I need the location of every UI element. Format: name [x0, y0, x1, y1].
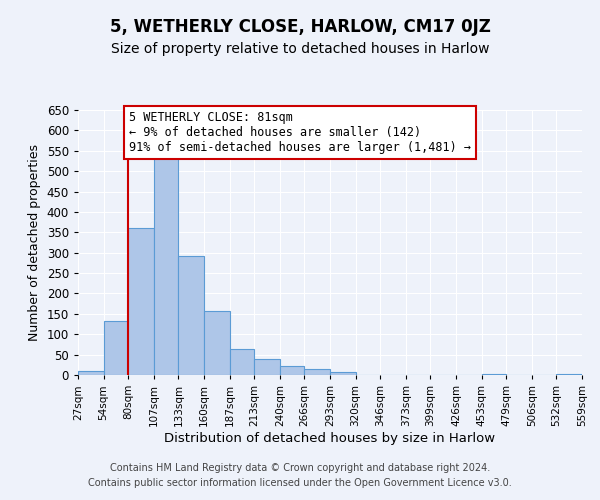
- Text: Contains HM Land Registry data © Crown copyright and database right 2024.
Contai: Contains HM Land Registry data © Crown c…: [88, 462, 512, 487]
- Bar: [78, 371, 104, 375]
- Text: Size of property relative to detached houses in Harlow: Size of property relative to detached ho…: [111, 42, 489, 56]
- Bar: [204, 310, 230, 375]
- Text: 5, WETHERLY CLOSE, HARLOW, CM17 0JZ: 5, WETHERLY CLOSE, HARLOW, CM17 0JZ: [110, 18, 490, 36]
- Bar: [128, 228, 154, 375]
- Bar: [178, 256, 204, 375]
- Bar: [254, 358, 280, 375]
- Bar: [330, 372, 356, 375]
- Bar: [154, 157, 178, 375]
- X-axis label: Distribution of detached houses by size in Harlow: Distribution of detached houses by size …: [164, 432, 496, 444]
- Bar: [104, 321, 128, 375]
- Y-axis label: Number of detached properties: Number of detached properties: [28, 144, 41, 341]
- Bar: [556, 374, 582, 375]
- Bar: [280, 366, 304, 375]
- Bar: [230, 348, 254, 375]
- Text: 5 WETHERLY CLOSE: 81sqm
← 9% of detached houses are smaller (142)
91% of semi-de: 5 WETHERLY CLOSE: 81sqm ← 9% of detached…: [129, 111, 471, 154]
- Bar: [482, 374, 506, 375]
- Bar: [304, 369, 330, 375]
